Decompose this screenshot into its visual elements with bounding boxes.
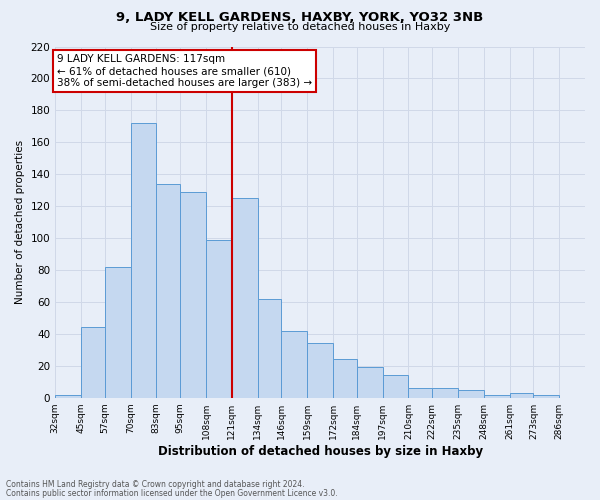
X-axis label: Distribution of detached houses by size in Haxby: Distribution of detached houses by size … [158, 444, 482, 458]
Bar [180, 192, 206, 398]
Bar [131, 123, 157, 398]
Bar [509, 393, 533, 398]
Bar [157, 184, 180, 398]
Bar [409, 388, 432, 398]
Bar [55, 394, 81, 398]
Bar [281, 330, 307, 398]
Text: Contains HM Land Registry data © Crown copyright and database right 2024.: Contains HM Land Registry data © Crown c… [6, 480, 305, 489]
Text: 9, LADY KELL GARDENS, HAXBY, YORK, YO32 3NB: 9, LADY KELL GARDENS, HAXBY, YORK, YO32 … [116, 11, 484, 24]
Text: 9 LADY KELL GARDENS: 117sqm
← 61% of detached houses are smaller (610)
38% of se: 9 LADY KELL GARDENS: 117sqm ← 61% of det… [57, 54, 312, 88]
Bar [232, 198, 257, 398]
Y-axis label: Number of detached properties: Number of detached properties [15, 140, 25, 304]
Bar [307, 344, 333, 398]
Text: Contains public sector information licensed under the Open Government Licence v3: Contains public sector information licen… [6, 488, 338, 498]
Bar [458, 390, 484, 398]
Bar [357, 368, 383, 398]
Bar [206, 240, 232, 398]
Bar [105, 267, 131, 398]
Bar [383, 376, 409, 398]
Bar [81, 328, 105, 398]
Bar [432, 388, 458, 398]
Bar [333, 360, 357, 398]
Bar [484, 394, 509, 398]
Bar [533, 394, 559, 398]
Text: Size of property relative to detached houses in Haxby: Size of property relative to detached ho… [150, 22, 450, 32]
Bar [257, 298, 281, 398]
